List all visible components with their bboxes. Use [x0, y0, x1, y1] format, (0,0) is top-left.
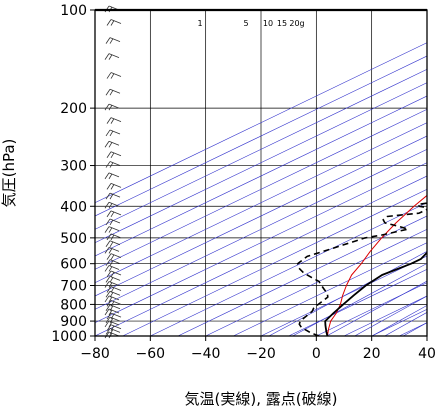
mixing-ratio-line	[384, 312, 427, 336]
isotherm-line	[95, 122, 427, 283]
mixing-ratio-line	[403, 322, 427, 336]
wind-barb	[105, 161, 121, 168]
isotherm-line	[95, 162, 427, 323]
wind-barb	[106, 233, 122, 241]
isotherm-lines	[95, 42, 427, 336]
x-axis-ticks: −80 −60 −40 −20 0 20 40	[80, 336, 436, 362]
wind-barb	[104, 53, 120, 60]
x-tick-label: −80	[80, 346, 110, 362]
x-axis-title: 気温(実線), 露点(破線)	[185, 390, 338, 408]
x-tick-label: −20	[246, 346, 276, 362]
wind-barb	[106, 324, 122, 331]
wind-barb	[104, 308, 120, 316]
isotherm-line	[95, 135, 427, 297]
mixing-ratio-label: 10	[263, 19, 273, 28]
wind-barb	[105, 290, 121, 298]
wind-barb	[106, 117, 122, 124]
mixing-ratio-line	[326, 280, 427, 336]
isotherm-line	[95, 55, 427, 217]
wind-barbs	[104, 5, 122, 339]
isotherm-line	[426, 335, 427, 336]
isotherm-line	[150, 202, 427, 336]
temperature-curve-group	[324, 251, 427, 336]
wind-barb	[106, 182, 122, 190]
y-tick-label: 900	[60, 314, 87, 330]
wind-barb	[104, 172, 120, 180]
wind-barb	[106, 72, 122, 79]
dewpoint-curve	[296, 202, 427, 336]
isotherm-line	[288, 269, 427, 336]
isotherm-line	[95, 149, 427, 310]
mixing-ratio-line	[292, 263, 427, 336]
wind-barb	[106, 151, 122, 158]
mixing-ratio-lines	[268, 251, 427, 336]
temperature-curve	[324, 251, 427, 336]
mixing-ratio-label: 1	[197, 19, 202, 28]
isotherm-line	[122, 189, 427, 336]
y-tick-label: 700	[60, 279, 87, 295]
mixing-ratio-line	[268, 251, 427, 336]
wind-barb	[106, 270, 122, 278]
y-tick-label: 600	[60, 257, 87, 273]
wind-barb	[106, 210, 122, 218]
x-tick-label: 40	[418, 346, 436, 362]
y-tick-label: 400	[60, 199, 87, 215]
mixing-ratio-label: 5	[243, 19, 248, 28]
wind-barb	[105, 218, 121, 226]
isotherm-line	[95, 69, 427, 230]
mixing-ratio-labels: 1 5 10 15 20g	[197, 19, 304, 28]
wind-barb	[106, 253, 122, 260]
y-tick-label: 100	[60, 3, 87, 19]
wind-barb	[106, 300, 122, 307]
wind-barb	[104, 140, 120, 148]
isotherm-line	[95, 95, 427, 257]
y-tick-label: 500	[60, 231, 87, 247]
y-tick-label: 200	[60, 101, 87, 117]
isotherm-line	[95, 82, 427, 243]
x-tick-label: 0	[312, 346, 321, 362]
isotherm-line	[95, 42, 427, 203]
wind-barb	[105, 88, 121, 96]
plot-area	[95, 10, 427, 336]
wind-barb	[104, 281, 120, 288]
parcel-curve	[326, 194, 427, 336]
isotherm-line	[95, 109, 427, 270]
wind-barb	[105, 275, 121, 283]
y-axis-title: 気圧(hPa)	[0, 139, 18, 208]
parcel-curve-group	[326, 194, 427, 336]
mixing-ratio-label: 20g	[289, 19, 304, 28]
wind-barb	[104, 246, 120, 254]
isotherm-line	[177, 215, 427, 336]
vertical-grid-lines	[95, 10, 427, 336]
dewpoint-curve-group	[296, 202, 427, 336]
x-tick-label: 20	[363, 346, 381, 362]
wind-barb	[105, 240, 121, 247]
x-tick-label: −60	[136, 346, 166, 362]
wind-barb	[105, 259, 121, 266]
y-tick-label: 300	[60, 159, 87, 175]
y-tick-label: 1000	[51, 329, 87, 345]
wind-barb	[104, 226, 120, 233]
x-tick-label: −40	[191, 346, 221, 362]
wind-barb	[104, 103, 120, 111]
isotherm-line	[95, 175, 427, 336]
isotherm-line	[260, 255, 427, 336]
mixing-ratio-label: 15	[277, 19, 287, 28]
wind-barb	[104, 265, 120, 272]
wind-barb	[106, 286, 122, 293]
wind-barb	[105, 129, 121, 137]
wind-barb	[105, 192, 121, 200]
isotherm-line	[233, 242, 427, 336]
y-tick-label: 800	[60, 297, 87, 313]
mixing-ratio-line	[354, 295, 427, 336]
wind-barb	[106, 19, 122, 26]
wind-barb	[106, 312, 122, 320]
wind-barb	[104, 201, 120, 209]
wind-barb	[105, 37, 121, 44]
